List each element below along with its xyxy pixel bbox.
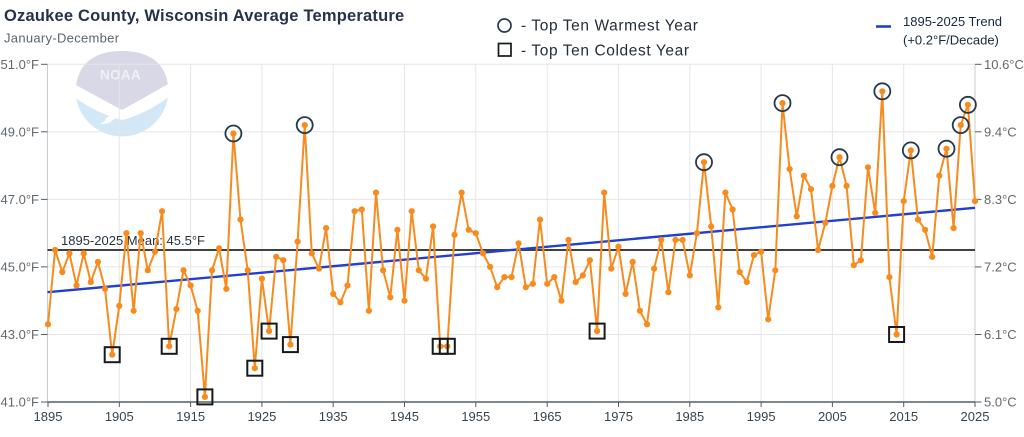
svg-text:51.0°F: 51.0°F — [1, 57, 40, 72]
svg-text:1945: 1945 — [390, 409, 419, 424]
svg-text:1935: 1935 — [319, 409, 348, 424]
svg-text:1925: 1925 — [247, 409, 276, 424]
svg-text:1985: 1985 — [675, 409, 704, 424]
svg-text:5.0°C: 5.0°C — [984, 395, 1017, 410]
svg-text:49.0°F: 49.0°F — [1, 124, 40, 139]
svg-text:(+0.2°F/Decade): (+0.2°F/Decade) — [903, 33, 999, 48]
svg-text:1895-2025 Trend: 1895-2025 Trend — [903, 14, 1002, 29]
svg-text:1995: 1995 — [747, 409, 776, 424]
svg-text:43.0°F: 43.0°F — [1, 327, 40, 342]
svg-text:6.1°C: 6.1°C — [984, 327, 1017, 342]
svg-text:2025: 2025 — [961, 409, 990, 424]
svg-text:7.2°C: 7.2°C — [984, 259, 1017, 274]
svg-text:1915: 1915 — [176, 409, 205, 424]
svg-text:47.0°F: 47.0°F — [1, 192, 40, 207]
svg-text:- Top Ten Warmest Year: - Top Ten Warmest Year — [521, 18, 698, 35]
svg-text:1975: 1975 — [604, 409, 633, 424]
svg-text:1895-2025 Mean: 45.5°F: 1895-2025 Mean: 45.5°F — [61, 233, 205, 248]
svg-text:2005: 2005 — [818, 409, 847, 424]
svg-text:8.3°C: 8.3°C — [984, 192, 1017, 207]
svg-text:1955: 1955 — [461, 409, 490, 424]
svg-text:1895: 1895 — [34, 409, 63, 424]
svg-text:9.4°C: 9.4°C — [984, 124, 1017, 139]
svg-text:- Top Ten Coldest Year: - Top Ten Coldest Year — [521, 43, 690, 60]
svg-text:NOAA: NOAA — [100, 68, 141, 83]
svg-text:2015: 2015 — [889, 409, 918, 424]
svg-text:45.0°F: 45.0°F — [1, 259, 40, 274]
svg-text:1965: 1965 — [533, 409, 562, 424]
svg-text:1905: 1905 — [105, 409, 134, 424]
svg-text:Ozaukee County, Wisconsin Aver: Ozaukee County, Wisconsin Average Temper… — [4, 7, 404, 25]
svg-text:January-December: January-December — [4, 31, 120, 46]
svg-text:41.0°F: 41.0°F — [1, 395, 40, 410]
svg-text:10.6°C: 10.6°C — [984, 57, 1024, 72]
